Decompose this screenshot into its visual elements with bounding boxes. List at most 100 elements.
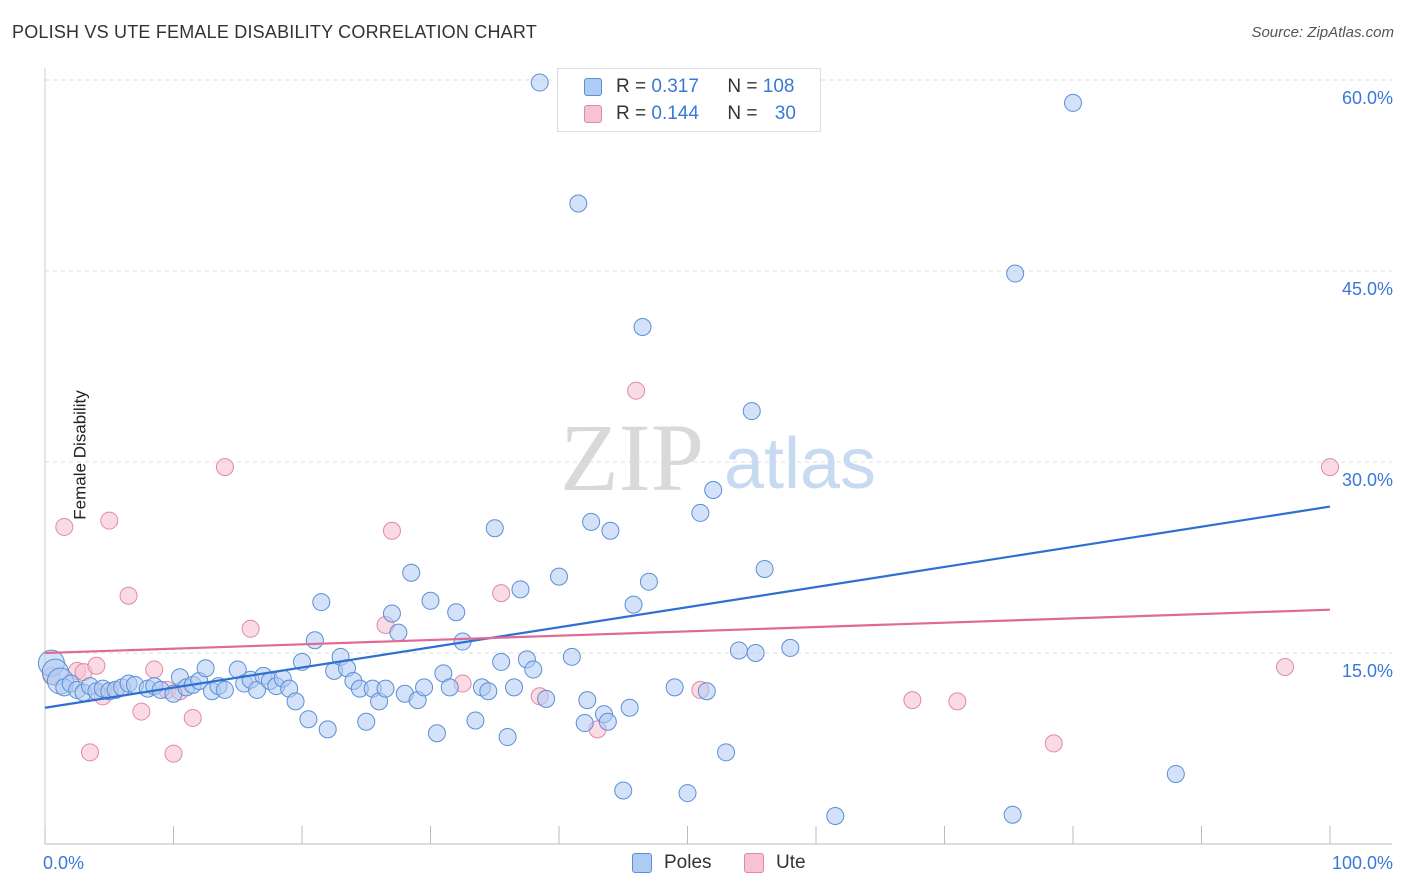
poles-point <box>562 647 581 666</box>
tick-labels: 15.0% 30.0% 45.0% 60.0% 0.0% 100.0% <box>43 88 1393 873</box>
legend-r-value-poles: 0.317 <box>651 76 699 97</box>
legend-swatch-poles <box>632 853 652 873</box>
ute-point <box>164 744 183 763</box>
poles-point <box>639 572 658 591</box>
x-tick-label: 0.0% <box>43 853 84 873</box>
poles-point <box>479 682 498 701</box>
ute-point <box>145 660 164 679</box>
legend-swatch-poles <box>584 78 602 96</box>
ute-point <box>492 584 511 603</box>
poles-point <box>312 593 331 612</box>
poles-point <box>1006 264 1025 283</box>
ute-point <box>627 381 646 400</box>
poles-point <box>624 595 643 614</box>
ute-point <box>183 708 202 727</box>
poles-point <box>781 638 800 657</box>
poles-point <box>633 318 652 337</box>
ute-point <box>382 521 401 540</box>
legend-swatch-ute <box>584 105 602 123</box>
legend-n-value-ute: 30 <box>774 103 796 124</box>
ute-trend-line <box>44 608 1331 655</box>
legend-swatch-ute <box>744 853 764 873</box>
poles-point <box>498 728 517 747</box>
legend-item-ute: Ute <box>744 852 806 874</box>
poles-point <box>569 194 588 213</box>
y-axis-label: Female Disability <box>70 390 90 520</box>
poles-point <box>678 784 697 803</box>
poles-point <box>717 743 736 762</box>
series-legend: Poles Ute <box>0 852 1406 878</box>
legend-row-ute: R = 0.144 N = 30 <box>584 102 796 126</box>
legend-label-ute: Ute <box>776 852 806 873</box>
legend-item-poles: Poles <box>632 852 712 874</box>
grid-lines <box>45 79 1392 654</box>
poles-point <box>537 689 556 708</box>
legend-r-label: R = <box>616 76 647 97</box>
poles-point <box>1064 93 1082 112</box>
y-tick-label: 60.0% <box>1342 88 1393 108</box>
poles-point <box>402 563 421 582</box>
poles-point <box>620 698 639 717</box>
poles-point <box>305 631 324 650</box>
poles-point <box>746 644 765 662</box>
poles-point <box>466 711 485 730</box>
poles-point <box>492 652 511 671</box>
source-credit: Source: ZipAtlas.com <box>1251 24 1394 41</box>
poles-point <box>601 521 620 540</box>
poles-point <box>575 714 594 733</box>
poles-point <box>704 481 723 500</box>
ute-point <box>1321 458 1339 477</box>
poles-point <box>524 660 543 679</box>
poles-point <box>196 659 215 678</box>
chart-title: POLISH VS UTE FEMALE DISABILITY CORRELAT… <box>12 22 537 42</box>
legend-row-poles: R = 0.317 N = 108 <box>584 75 794 99</box>
poles-point <box>665 678 684 697</box>
poles-point <box>286 692 305 711</box>
poles-point <box>598 712 617 731</box>
poles-point <box>485 519 504 538</box>
poles-point <box>511 580 530 599</box>
axes <box>44 68 1392 845</box>
trend-lines <box>44 505 1331 709</box>
poles-point <box>382 604 401 623</box>
poles-point <box>415 678 434 697</box>
poles-point <box>440 678 459 697</box>
poles-point <box>826 806 845 825</box>
poles-point <box>729 641 748 660</box>
poles-trend-line <box>44 505 1331 709</box>
ute-point <box>132 702 151 721</box>
poles-point <box>755 559 774 578</box>
watermark-zip: ZIP <box>560 404 704 511</box>
poles-point <box>299 710 318 729</box>
poles-point <box>215 680 234 699</box>
poles-point <box>614 781 633 800</box>
legend-r-value-ute: 0.144 <box>651 103 699 124</box>
legend-r-label: R = <box>616 103 647 124</box>
ute-point <box>215 458 234 477</box>
legend-n-value-poles: 108 <box>762 76 795 97</box>
poles-point <box>582 512 601 531</box>
poles-point <box>550 567 568 586</box>
poles-point <box>578 691 597 710</box>
y-tick-label: 45.0% <box>1342 279 1393 299</box>
poles-point <box>697 682 716 701</box>
ute-point <box>80 743 99 762</box>
ute-point <box>948 692 967 711</box>
ute-point <box>87 656 106 675</box>
ute-point <box>119 586 138 605</box>
poles-point <box>427 724 446 743</box>
poles-point <box>1166 764 1185 783</box>
poles-point <box>691 503 710 522</box>
poles-point <box>357 712 376 731</box>
poles-point <box>376 679 395 698</box>
legend-n-label: N = <box>727 103 758 124</box>
x-tick-label: 100.0% <box>1332 853 1393 873</box>
poles-point <box>318 720 337 739</box>
y-tick-label: 15.0% <box>1342 661 1393 681</box>
watermark-atlas: atlas <box>724 424 876 504</box>
y-tick-label: 30.0% <box>1342 470 1393 490</box>
poles-point <box>389 623 408 642</box>
correlation-legend: R = 0.317 N = 108 R = 0.144 N = 30 <box>557 68 821 132</box>
legend-n-label: N = <box>727 76 758 97</box>
